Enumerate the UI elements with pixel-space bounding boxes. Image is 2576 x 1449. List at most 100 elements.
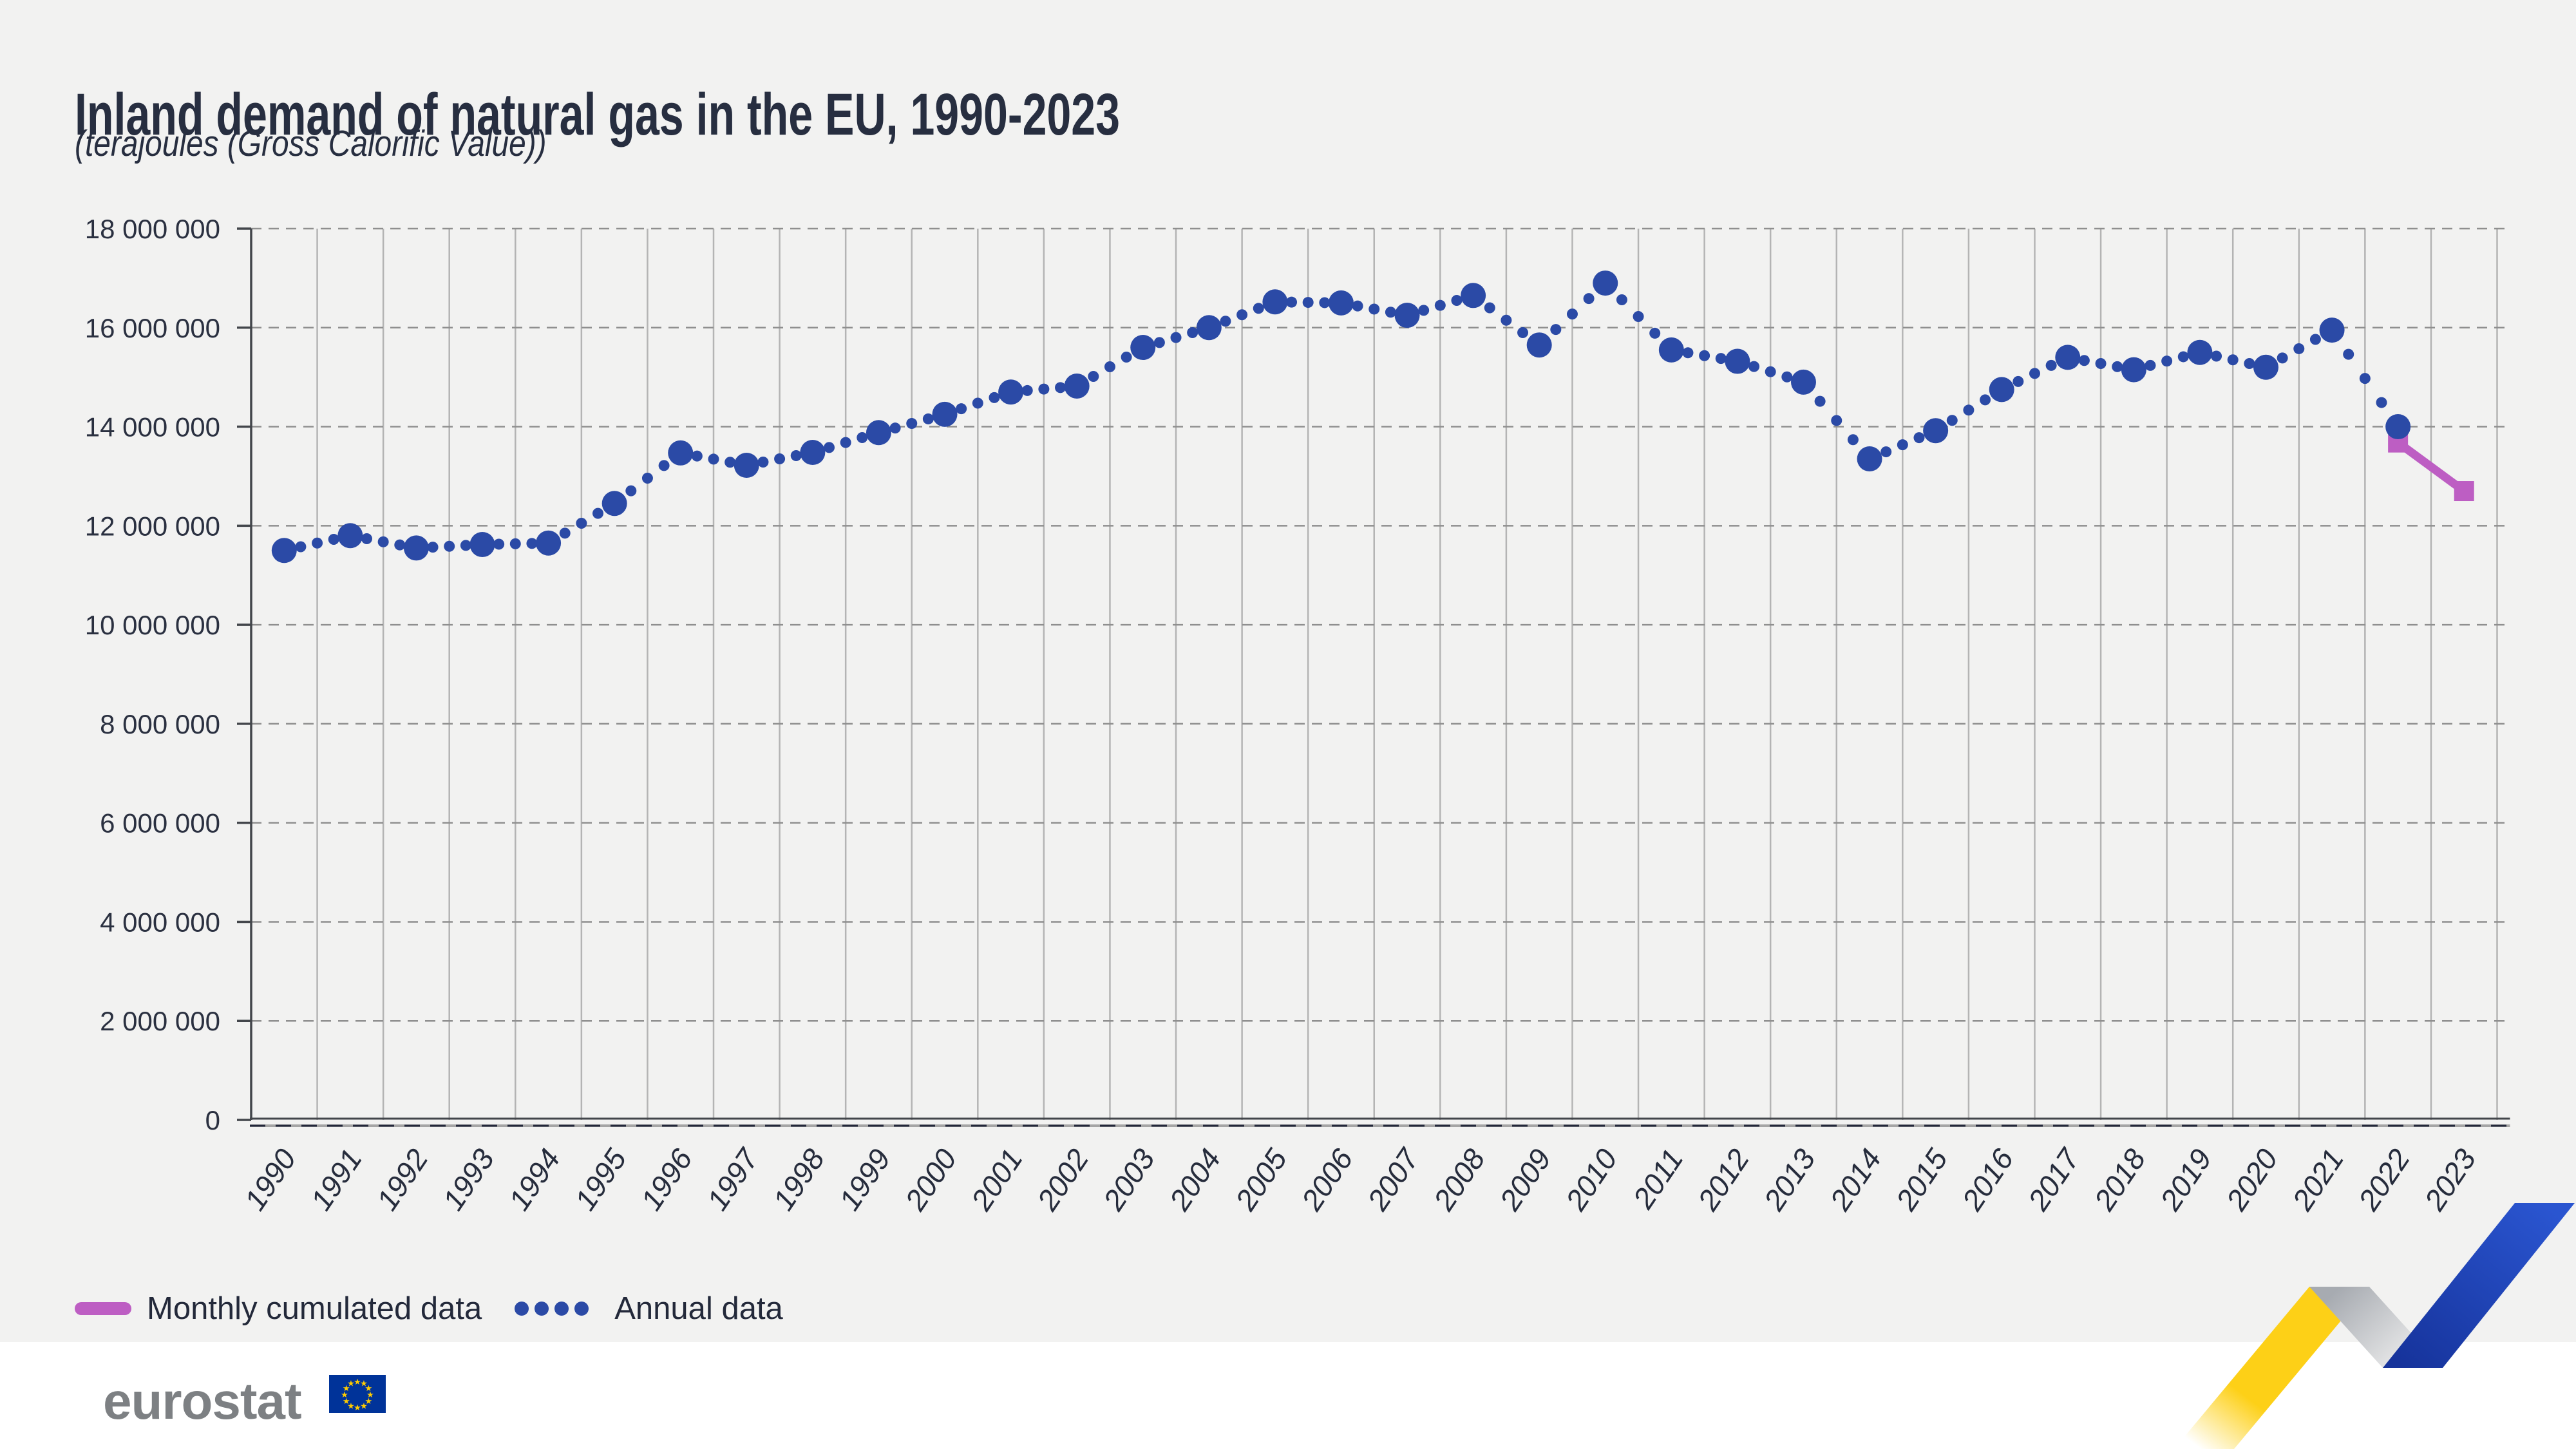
ribbon-blue-band: [2383, 1203, 2575, 1368]
x-year-label: 2011: [1626, 1143, 1690, 1215]
annual-point-marker: [2253, 354, 2278, 380]
y-axis-tick-labels: 0 2 000 000 4 000 000 6 000 000 8 000 000 10 …: [85, 214, 220, 1135]
svg-text:★: ★: [354, 1403, 361, 1413]
ribbon-yellow-band: [2174, 1287, 2369, 1449]
y-tick-label: 4 000 000: [100, 907, 220, 937]
x-year-label: 1994: [502, 1143, 567, 1217]
eu-flag-stars: ★ ★ ★ ★ ★ ★ ★ ★ ★ ★ ★ ★: [341, 1378, 374, 1413]
axes: [237, 227, 2510, 1127]
chart-subtitle: (terajoules (Gross Calorific Value)): [75, 123, 547, 164]
annual-point-marker: [2055, 345, 2081, 370]
x-year-label: 1990: [238, 1142, 303, 1216]
svg-text:★: ★: [347, 1379, 355, 1389]
x-year-label: 2002: [1030, 1143, 1095, 1217]
annual-point-marker: [1658, 337, 1684, 363]
chart-title: Inland demand of natural gas in the EU, …: [75, 81, 1121, 147]
svg-text:★: ★: [343, 1384, 350, 1394]
x-year-label: 1998: [766, 1142, 831, 1216]
x-year-label: 1997: [700, 1142, 765, 1216]
y-tick-label: 10 000 000: [85, 610, 220, 640]
annual-point-marker: [1064, 374, 1090, 399]
x-year-label: 2020: [2219, 1142, 2284, 1217]
annual-point-marker: [536, 530, 562, 556]
annual-point-marker: [1526, 332, 1552, 358]
annual-point-marker: [1989, 377, 2014, 402]
y-tick-label: 2 000 000: [100, 1006, 220, 1036]
x-year-label: 2006: [1294, 1142, 1359, 1217]
x-year-label: 2019: [2153, 1143, 2218, 1217]
x-year-label: 2007: [1360, 1142, 1426, 1217]
legend-monthly-swatch: [75, 1302, 131, 1315]
annual-point-marker: [1790, 369, 1816, 395]
legend-monthly-label: Monthly cumulated data: [147, 1291, 482, 1326]
annual-point-marker: [2121, 357, 2146, 383]
x-year-label: 2013: [1757, 1142, 1822, 1217]
legend-annual-label: Annual data: [614, 1291, 783, 1326]
horizontal-gridlines: [251, 227, 2510, 1022]
vertical-gridlines: [250, 229, 2498, 1120]
svg-text:★: ★: [343, 1397, 350, 1406]
x-year-label: 1996: [634, 1142, 699, 1216]
x-year-label: 2012: [1690, 1143, 1756, 1217]
monthly-square-marker: [2454, 481, 2474, 502]
x-year-label: 2016: [1955, 1142, 2020, 1217]
svg-text:★: ★: [354, 1378, 361, 1387]
svg-text:★: ★: [341, 1390, 348, 1400]
annual-point-marker: [1328, 290, 1354, 316]
x-year-label: 1995: [568, 1142, 633, 1216]
annual-point-marker: [2187, 339, 2213, 365]
footer-band: [0, 1342, 2576, 1449]
annual-point-marker: [1725, 348, 1750, 374]
annual-point-marker: [403, 535, 429, 561]
x-year-label: 2008: [1426, 1142, 1492, 1217]
legend-annual-swatch: [515, 1302, 589, 1316]
eurostat-logo-text: eurostat: [103, 1372, 302, 1430]
y-tick-label: 14 000 000: [85, 412, 220, 442]
svg-text:★: ★: [366, 1390, 374, 1400]
series-annual: [271, 270, 2411, 564]
annual-point-marker: [1196, 315, 1222, 341]
y-tick-label: 18 000 000: [85, 214, 220, 244]
x-year-label: 2004: [1162, 1143, 1227, 1217]
x-year-label: 2010: [1558, 1142, 1624, 1217]
x-year-label: 2022: [2351, 1143, 2416, 1217]
annual-point-marker: [866, 420, 891, 446]
x-year-label: 1991: [304, 1143, 368, 1217]
annual-point-marker: [668, 440, 694, 466]
x-year-label: 2021: [2285, 1143, 2350, 1217]
annual-point-marker: [1130, 335, 1156, 361]
legend: Monthly cumulated data Annual data: [75, 1288, 783, 1329]
decorative-zigzag-ribbon: [2174, 1203, 2575, 1449]
x-year-label: 2018: [2087, 1142, 2152, 1217]
annual-point-marker: [734, 453, 759, 478]
annual-point-marker: [1857, 446, 1882, 472]
x-axis-year-labels: 1990 1991 1992 1993 1994 1995 1996 1997 1998 1999…: [238, 1142, 2482, 1217]
eu-flag-field: [329, 1375, 386, 1413]
annual-point-marker: [1461, 283, 1486, 308]
annual-point-marker: [998, 379, 1024, 405]
svg-text:★: ★: [360, 1401, 368, 1411]
y-tick-label: 16 000 000: [85, 313, 220, 343]
x-year-label: 2014: [1823, 1143, 1888, 1217]
svg-text:★: ★: [365, 1397, 372, 1406]
annual-point-marker: [2385, 414, 2411, 440]
x-year-label: 1992: [370, 1143, 434, 1217]
annual-point-marker: [1923, 418, 1949, 444]
y-tick-label: 0: [205, 1105, 220, 1135]
x-year-label: 1993: [436, 1142, 501, 1216]
x-year-label: 2017: [2021, 1142, 2087, 1217]
annual-point-marker: [271, 538, 297, 564]
annual-point-marker: [337, 523, 363, 549]
annual-point-marker: [932, 401, 958, 427]
y-tick-label: 12 000 000: [85, 511, 220, 541]
svg-text:★: ★: [347, 1401, 355, 1411]
x-year-label: 2003: [1096, 1142, 1161, 1217]
annual-point-marker: [601, 491, 627, 516]
x-year-label: 2001: [964, 1143, 1029, 1217]
x-year-label: 2015: [1889, 1142, 1954, 1217]
x-year-label: 2023: [2418, 1142, 2483, 1217]
svg-text:★: ★: [365, 1384, 372, 1394]
annual-point-marker: [2319, 317, 2345, 343]
y-tick-label: 8 000 000: [100, 709, 220, 739]
